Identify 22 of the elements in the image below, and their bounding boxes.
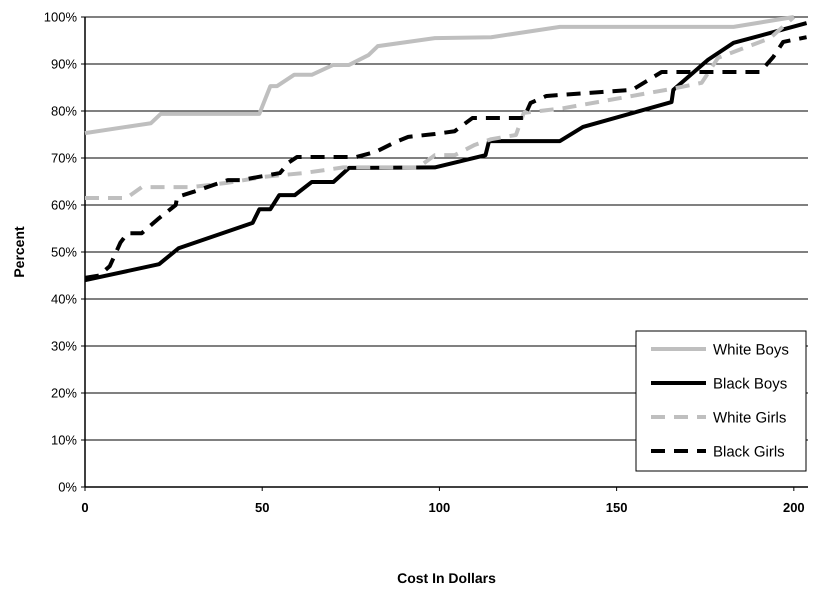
x-tick-label: 200 <box>782 500 805 515</box>
x-axis-title: Cost In Dollars <box>397 570 496 586</box>
x-tick-label: 50 <box>254 500 270 515</box>
y-tick-label: 100% <box>44 10 78 25</box>
y-tick-label: 40% <box>50 292 78 307</box>
y-tick-label: 0% <box>58 480 78 495</box>
x-tick-label: 0 <box>81 500 89 515</box>
y-tick-label: 60% <box>50 198 78 213</box>
y-tick-label: 90% <box>50 56 78 72</box>
x-tick-label: 100 <box>428 500 450 515</box>
x-tick-label: 150 <box>606 500 628 515</box>
legend-label: Black Boys <box>713 375 788 392</box>
y-tick-label: 10% <box>50 432 78 448</box>
y-tick-label: 80% <box>50 104 78 119</box>
y-tick-label: 70% <box>50 150 78 166</box>
y-axis-title: Percent <box>11 226 27 278</box>
y-tick-label: 30% <box>50 338 78 354</box>
legend-label: Black Girls <box>713 443 785 460</box>
legend-label: White Girls <box>713 409 786 426</box>
y-tick-label: 20% <box>50 386 78 401</box>
y-tick-label: 50% <box>50 244 78 260</box>
legend-label: White Boys <box>713 341 789 358</box>
